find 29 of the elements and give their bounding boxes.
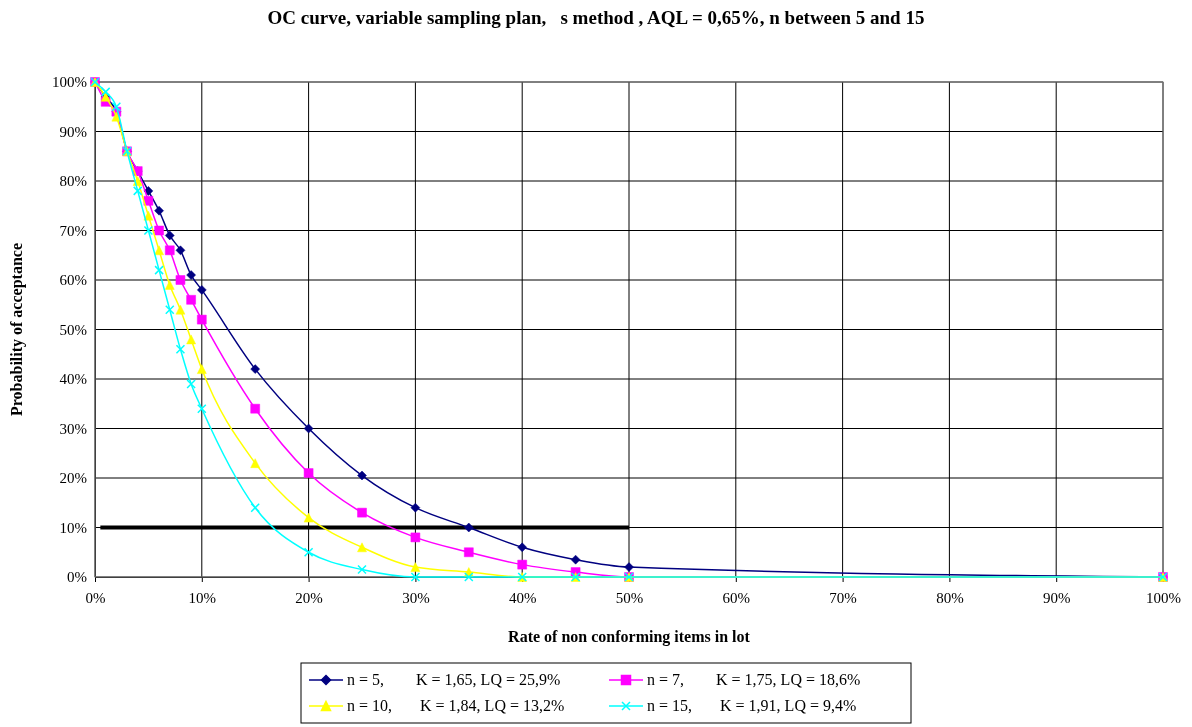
legend-label: n = 7, K = 1,75, LQ = 18,6% <box>647 671 861 688</box>
y-tick-label: 90% <box>59 123 87 140</box>
y-tick-label: 70% <box>59 222 87 239</box>
y-tick-label: 80% <box>59 173 87 190</box>
x-tick-label: 60% <box>722 590 751 606</box>
x-tick-label: 100% <box>1146 590 1181 606</box>
x-tick-label: 0% <box>85 590 106 606</box>
legend-label: n = 15, K = 1,91, LQ = 9,4% <box>647 697 857 714</box>
legend-label: n = 5, K = 1,65, LQ = 25,9% <box>347 671 561 688</box>
legend-label: n = 10, K = 1,84, LQ = 13,2% <box>347 697 565 714</box>
x-tick-label: 70% <box>829 590 857 606</box>
y-tick-label: 20% <box>59 470 87 487</box>
y-tick-label: 30% <box>59 420 87 437</box>
x-tick-label: 30% <box>402 590 430 606</box>
x-tick-label: 10% <box>188 590 217 606</box>
x-tick-label: 90% <box>1042 590 1071 606</box>
y-tick-label: 40% <box>59 371 87 388</box>
y-axis-title: Probability of acceptance <box>8 242 26 417</box>
x-tick-label: 80% <box>936 590 964 606</box>
x-tick-label: 40% <box>508 590 537 606</box>
y-tick-label: 0% <box>67 569 87 586</box>
chart-title: OC curve, variable sampling plan, s method , AQL = 0,65%, n between 5 and 15 <box>267 7 925 28</box>
y-tick-label: 50% <box>59 321 87 338</box>
y-tick-label: 10% <box>59 519 87 536</box>
y-tick-label: 60% <box>59 272 87 289</box>
x-tick-label: 50% <box>615 590 644 606</box>
x-axis-title: Rate of non conforming items in lot <box>508 628 751 646</box>
y-tick-label: 100% <box>52 74 87 91</box>
x-tick-label: 20% <box>295 590 323 606</box>
